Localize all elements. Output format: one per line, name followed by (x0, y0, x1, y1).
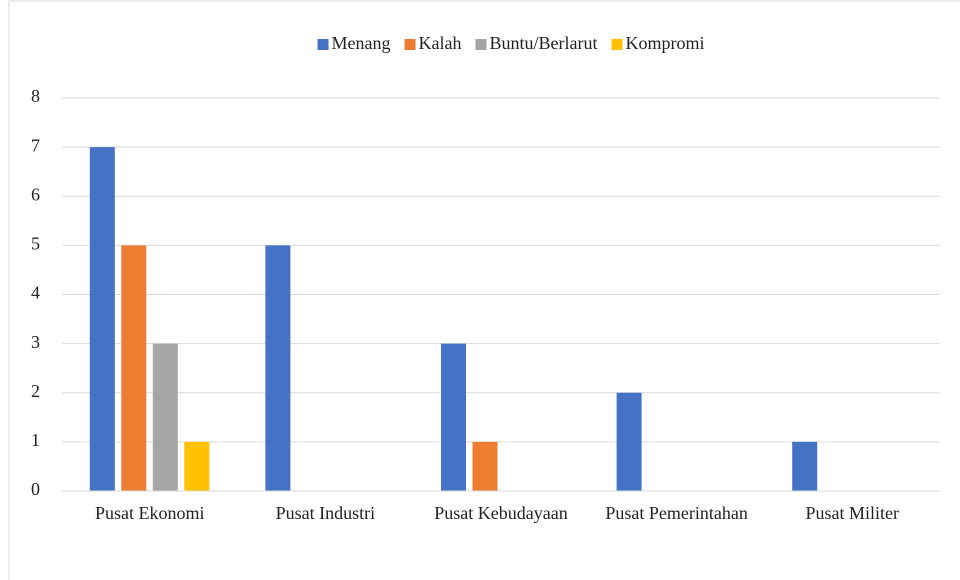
bar (265, 245, 291, 491)
y-tick-label: 1 (31, 430, 40, 450)
y-tick-label: 0 (31, 479, 40, 499)
x-tick-label: Pusat Industri (275, 503, 376, 523)
y-tick-label: 3 (31, 332, 40, 352)
legend-swatch (404, 39, 416, 50)
legend-label: Menang (332, 33, 391, 53)
bar (616, 392, 642, 491)
y-tick-label: 4 (31, 283, 40, 303)
y-tick-label: 7 (31, 135, 40, 155)
legend-swatch (475, 39, 487, 50)
bar (792, 441, 818, 491)
legend-swatch (611, 39, 623, 50)
bar (441, 343, 466, 491)
x-tick-label: Pusat Kebudayaan (434, 503, 568, 523)
legend-label: Kompromi (625, 33, 704, 53)
y-tick-label: 6 (31, 184, 40, 204)
x-tick-label: Pusat Ekonomi (95, 503, 205, 523)
y-tick-label: 5 (31, 234, 40, 254)
legend-label: Kalah (419, 33, 462, 53)
chart-border (8, 0, 960, 580)
bar (184, 441, 210, 491)
bar (89, 147, 115, 491)
legend-swatch (317, 39, 329, 50)
legend-label: Buntu/Berlarut (489, 33, 597, 53)
bar (121, 245, 147, 491)
y-tick-label: 8 (31, 86, 40, 106)
bar (472, 441, 498, 491)
x-tick-label: Pusat Militer (805, 503, 899, 523)
x-tick-label: Pusat Pemerintahan (605, 503, 748, 523)
y-tick-label: 2 (31, 381, 40, 401)
bar (152, 343, 178, 491)
